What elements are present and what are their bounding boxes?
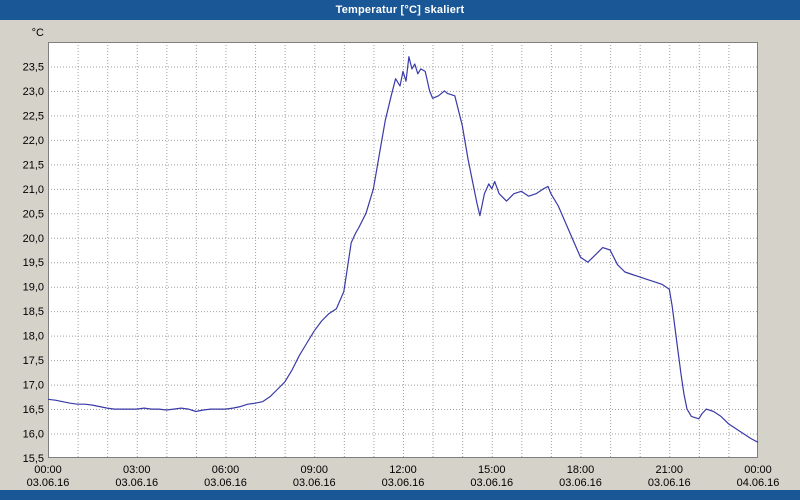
y-tick-label: 17,5 (23, 355, 44, 367)
x-tick-date: 03.06.16 (204, 477, 247, 489)
series-line (47, 56, 759, 443)
y-tick-label: 19,5 (23, 257, 44, 269)
y-tick-label: 23,0 (23, 86, 44, 98)
y-tick-label: 19,0 (23, 282, 44, 294)
x-tick-time: 18:00 (567, 464, 595, 476)
x-tick-date: 03.06.16 (648, 477, 691, 489)
title-bar: Temperatur [°C] skaliert (0, 0, 800, 20)
y-tick-label: 21,0 (23, 184, 44, 196)
chart-title: Temperatur [°C] skaliert (335, 4, 465, 16)
y-tick-label: 16,5 (23, 404, 44, 416)
y-tick-label: 23,5 (23, 61, 44, 73)
x-tick-time: 12:00 (389, 464, 417, 476)
x-tick-date: 03.06.16 (27, 477, 70, 489)
x-tick-date: 03.06.16 (470, 477, 513, 489)
y-tick-label: 17,0 (23, 380, 44, 392)
x-tick-time: 06:00 (212, 464, 240, 476)
grid (48, 42, 758, 458)
x-tick-time: 15:00 (478, 464, 506, 476)
y-axis-unit: °C (32, 27, 44, 39)
x-tick-time: 03:00 (123, 464, 151, 476)
chart-region: °C 23,5 23,0 22,5 22,0 21,5 21,0 20,5 20,0 19,5 19… (0, 20, 800, 490)
x-axis-labels: 00:0003.06.1603:0003.06.1606:0003.06.160… (27, 464, 780, 489)
x-tick-date: 03.06.16 (115, 477, 158, 489)
x-tick-time: 21:00 (655, 464, 683, 476)
y-tick-label: 20,5 (23, 208, 44, 220)
y-tick-label: 21,5 (23, 159, 44, 171)
y-tick-label: 15,5 (23, 453, 44, 465)
x-tick-date: 03.06.16 (293, 477, 336, 489)
plot-border (48, 42, 758, 458)
y-axis-labels: °C 23,5 23,0 22,5 22,0 21,5 21,0 20,5 20,0 19,5 19… (23, 27, 44, 465)
x-tick-time: 09:00 (300, 464, 328, 476)
y-tick-label: 22,0 (23, 135, 44, 147)
x-tick-date: 03.06.16 (382, 477, 425, 489)
x-tick-date: 04.06.16 (737, 477, 780, 489)
y-tick-label: 20,0 (23, 233, 44, 245)
temperature-chart: °C 23,5 23,0 22,5 22,0 21,5 21,0 20,5 20,0 19,5 19… (23, 27, 780, 489)
y-tick-label: 22,5 (23, 110, 44, 122)
x-tick-date: 03.06.16 (559, 477, 602, 489)
y-tick-label: 18,0 (23, 331, 44, 343)
x-tick-time: 00:00 (34, 464, 62, 476)
y-tick-label: 16,0 (23, 429, 44, 441)
x-tick-time: 00:00 (744, 464, 772, 476)
bottom-bar (0, 490, 800, 500)
y-tick-label: 18,5 (23, 306, 44, 318)
